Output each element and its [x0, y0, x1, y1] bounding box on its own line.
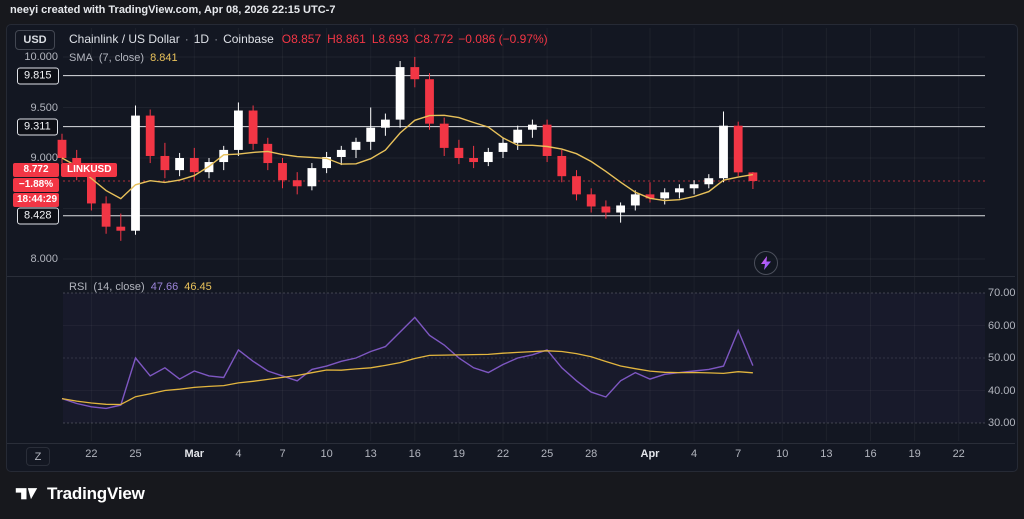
brand-name: TradingView — [47, 483, 145, 503]
timezone-button[interactable]: Z — [26, 447, 50, 466]
sma-value: 8.841 — [150, 52, 178, 64]
symbol-legend[interactable]: Chainlink / US Dollar · 1D · Coinbase O8… — [69, 32, 548, 46]
separator: · — [184, 32, 189, 46]
price-gridlines — [63, 56, 985, 260]
rsi-value: 47.66 — [150, 281, 179, 293]
symbol-title: Chainlink / US Dollar — [69, 32, 180, 46]
change-value: −0.086 (−0.97%) — [458, 32, 548, 46]
tradingview-logo[interactable]: TradingView — [14, 481, 145, 506]
time-axis-divider — [7, 443, 1015, 444]
topbar-attribution: neeyi created with TradingView.com, Apr … — [10, 4, 336, 16]
horizontal-level-lines — [63, 75, 985, 217]
candlestick-series — [57, 57, 758, 241]
ohlc-open-label: O — [281, 32, 292, 46]
rsi-name: RSI — [69, 281, 88, 293]
sma-params: (7, close) — [98, 52, 145, 64]
rsi-ma-line — [61, 350, 753, 406]
ohlc-high-label: H — [327, 32, 336, 46]
ohlc-high-value: 8.861 — [335, 32, 366, 46]
chart-panel — [6, 24, 1018, 472]
rsi-gridlines — [63, 292, 985, 424]
ohlc-low-value: 8.693 — [378, 32, 409, 46]
current-change-label: −1.88% — [13, 178, 59, 193]
rsi-ma-value: 46.45 — [184, 281, 212, 293]
ohlc-low-label: L — [371, 32, 379, 46]
current-price-label: 8.772 — [13, 163, 59, 178]
pane-divider[interactable] — [7, 276, 1015, 277]
sma-legend[interactable]: SMA (7, close) 8.841 — [69, 52, 178, 64]
current-price-row: 8.772 LINKUSD — [13, 163, 118, 178]
tradingview-logo-icon — [15, 488, 38, 500]
rsi-legend[interactable]: RSI (14, close) 47.66 46.45 — [69, 281, 212, 293]
ohlc-close-value: 8.772 — [423, 32, 454, 46]
ohlc-close-label: C — [414, 32, 424, 46]
sma-line — [61, 114, 754, 202]
ohlc-open-value: 8.857 — [291, 32, 322, 46]
boost-button[interactable] — [754, 251, 778, 275]
vertical-gridlines — [90, 28, 960, 441]
sma-name: SMA — [69, 52, 93, 64]
rsi-line — [61, 316, 754, 410]
currency-button[interactable]: USD — [15, 30, 55, 50]
rsi-params: (14, close) — [93, 281, 145, 293]
current-price-cluster: 8.772 LINKUSD −1.88% 18:44:29 — [13, 163, 118, 208]
exchange-label: Coinbase — [223, 32, 274, 46]
separator: · — [214, 32, 219, 46]
interval-label: 1D — [193, 32, 210, 46]
bar-countdown-label: 18:44:29 — [13, 193, 59, 208]
lightning-icon — [761, 256, 771, 270]
current-symbol-tag: LINKUSD — [61, 163, 118, 178]
ohlc-values: O8.857 H8.861 L8.693 C8.772 — [282, 32, 454, 46]
